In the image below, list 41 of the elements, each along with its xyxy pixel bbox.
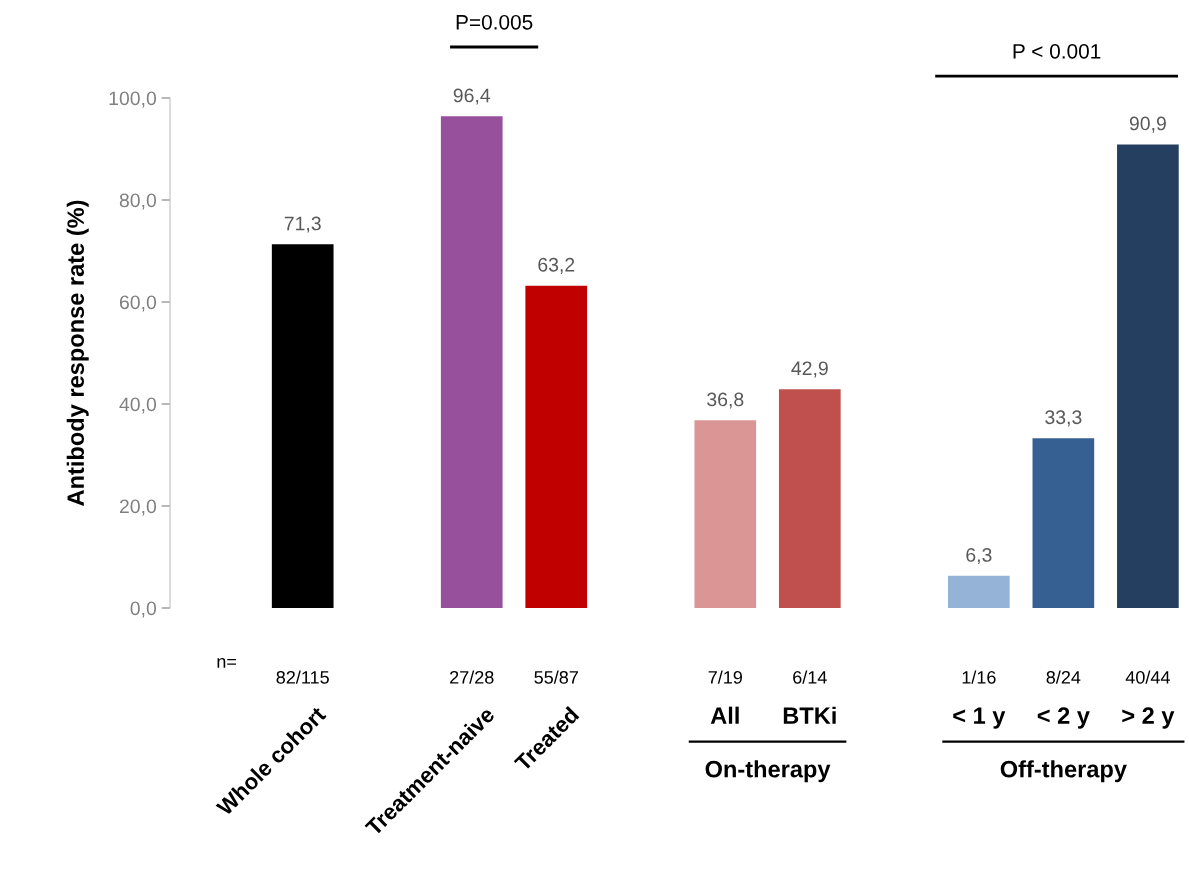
bar — [440, 116, 503, 608]
bar — [948, 575, 1010, 608]
text: < 1 y — [953, 707, 1006, 729]
x-tick-label: 8/24 — [1046, 670, 1081, 684]
x-tick-label: 27/28 — [450, 670, 494, 684]
bar — [525, 285, 588, 608]
x-tick-label: 55/87 — [534, 670, 578, 684]
y-tick-label: 40,0 — [119, 397, 157, 414]
y-axis-title: Antibody response rate (%) — [66, 200, 89, 506]
x-tick-label: 7/19 — [708, 670, 743, 684]
text: > 2 y — [1122, 707, 1175, 729]
y-tick-label: 20,0 — [119, 499, 157, 516]
text: P=0.005 — [456, 14, 533, 30]
bar — [1117, 144, 1179, 608]
text: < 2 y — [1037, 707, 1090, 729]
y-tick-label: 100,0 — [109, 91, 157, 108]
data-label: 36,8 — [707, 392, 744, 409]
y-tick-label: 0,0 — [130, 601, 157, 618]
data-label: 96,4 — [453, 88, 491, 105]
text: All — [710, 706, 739, 724]
y-tick-label: 60,0 — [119, 295, 157, 312]
data-label: 33,3 — [1045, 410, 1082, 427]
bar — [694, 420, 757, 608]
y-tick-label: 80,0 — [119, 193, 157, 210]
data-label: 42,9 — [791, 361, 828, 378]
text: P < 0.001 — [1013, 43, 1101, 59]
data-label: 6,3 — [966, 548, 992, 565]
data-label: 63,2 — [538, 257, 575, 274]
bar — [1032, 438, 1095, 608]
x-tick-label: 6/14 — [793, 670, 827, 684]
text: BTKi — [783, 706, 836, 724]
data-label: 90,9 — [1129, 116, 1166, 133]
x-tick-label: 1/16 — [962, 670, 996, 684]
text: Off-therapy — [1000, 760, 1127, 783]
data-label: 71,3 — [284, 216, 321, 233]
bar — [271, 244, 334, 608]
bar — [778, 389, 841, 608]
text: On-therapy — [705, 760, 831, 783]
text: n= — [217, 658, 237, 668]
x-tick-label: 82/115 — [276, 670, 329, 684]
x-tick-label: 40/44 — [1125, 670, 1170, 684]
